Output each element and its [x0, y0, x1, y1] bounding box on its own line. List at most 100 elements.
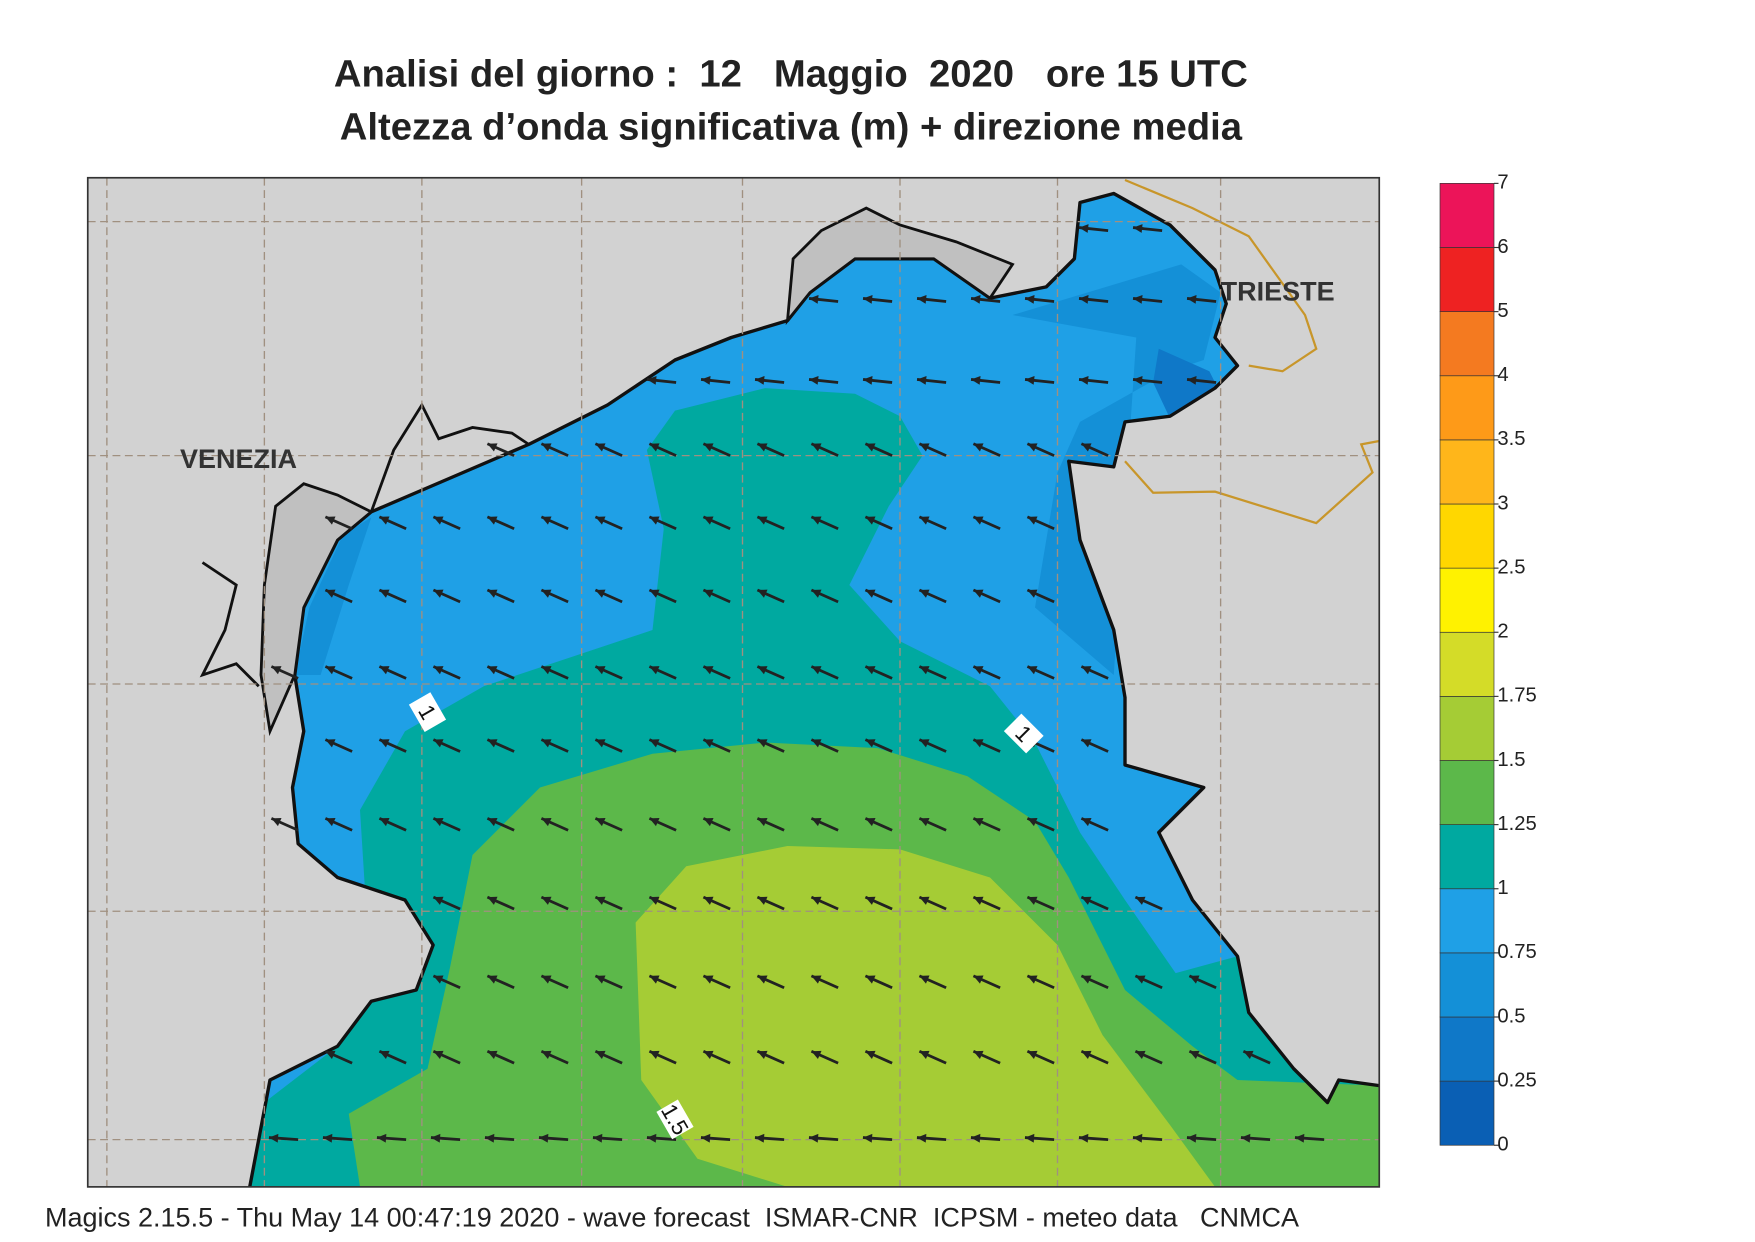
arrow-head — [919, 975, 930, 984]
arrow-head — [325, 589, 336, 598]
title-line-1: Analisi del giorno : 12 Maggio 2020 ore … — [334, 53, 1248, 96]
arrow-head — [701, 376, 711, 385]
colorbar-box — [1439, 631, 1495, 697]
colorbar-label: 0.25 — [1497, 1069, 1536, 1091]
arrow-head — [649, 896, 660, 905]
colorbar-label: 1.25 — [1497, 813, 1536, 835]
arrow — [702, 1049, 731, 1065]
map — [87, 177, 1380, 1187]
colorbar-box — [1439, 760, 1495, 825]
arrow-head — [649, 1050, 660, 1059]
arrow — [972, 895, 1001, 911]
arrow-head — [538, 1133, 549, 1143]
arrow-head — [865, 818, 876, 827]
arrow-head — [271, 818, 282, 827]
arrow — [432, 1049, 461, 1065]
arrow-head — [970, 1133, 981, 1143]
arrow-head — [595, 516, 606, 525]
grado-lagoon — [785, 206, 1015, 326]
colorbar-box — [1439, 503, 1495, 569]
arrow — [1188, 1049, 1217, 1065]
arrow — [756, 1049, 785, 1065]
arrow-head — [809, 376, 819, 385]
arrow — [756, 817, 785, 832]
arrow-head — [1027, 896, 1038, 905]
field-lime — [635, 846, 1215, 1187]
arrow — [864, 515, 893, 531]
arrow — [918, 1049, 947, 1065]
arrow-head — [484, 1133, 495, 1143]
arrow-head — [541, 589, 552, 598]
arrow-head — [433, 516, 444, 525]
arrow-head — [379, 516, 390, 525]
arrow — [1134, 1049, 1163, 1065]
arrow-head — [973, 739, 984, 748]
arrow-head — [1133, 224, 1143, 233]
arrow — [702, 515, 731, 531]
arrow — [486, 817, 515, 832]
arrow-head — [541, 818, 552, 827]
arrow-head — [809, 295, 819, 304]
arrow-head — [811, 589, 822, 598]
arrow — [378, 738, 407, 753]
arrow-head — [757, 1050, 768, 1059]
arrow-head — [1189, 1050, 1200, 1059]
arrow — [376, 1133, 407, 1143]
arrow — [594, 665, 623, 680]
arrow — [324, 817, 353, 832]
arrow-head — [919, 443, 930, 452]
arrow — [1026, 442, 1055, 457]
arrow — [918, 974, 947, 990]
arrow-head — [1187, 295, 1197, 304]
arrow-head — [646, 1133, 657, 1143]
arrow-head — [1081, 818, 1092, 827]
arrow — [1078, 224, 1109, 233]
arrow — [378, 588, 407, 604]
arrow-head — [1081, 975, 1092, 984]
arrow-head — [649, 589, 660, 598]
arrow-head — [811, 739, 822, 748]
arrow-head — [754, 1133, 765, 1143]
field-medium-blue-west — [294, 517, 372, 675]
arrow — [540, 515, 569, 531]
arrow — [972, 442, 1001, 457]
arrow — [810, 442, 839, 457]
arrow-head — [700, 1133, 711, 1143]
arrow-head — [487, 443, 498, 452]
arrow-head — [268, 1133, 279, 1143]
arrow-head — [973, 516, 984, 525]
arrow-head — [971, 376, 981, 385]
arrow — [864, 738, 893, 753]
arrow-head — [325, 818, 336, 827]
arrow — [324, 515, 353, 531]
arrow — [594, 895, 623, 911]
arrow-head — [973, 975, 984, 984]
arrow — [916, 1133, 947, 1143]
arrow — [1240, 1133, 1271, 1143]
arrow-head — [1027, 516, 1038, 525]
arrow-head — [973, 818, 984, 827]
arrow-head — [865, 589, 876, 598]
arrow-head — [757, 975, 768, 984]
arrow — [970, 295, 1001, 304]
arrow-head — [919, 516, 930, 525]
arrow — [756, 442, 785, 457]
arrow-head — [973, 666, 984, 675]
arrow — [970, 376, 1001, 385]
colorbar-label: 0.75 — [1497, 941, 1536, 963]
arrow-head — [757, 818, 768, 827]
arrow — [754, 1133, 785, 1143]
arrow-head — [755, 376, 765, 385]
title-line-2: Altezza d’onda significativa (m) + direz… — [340, 106, 1243, 149]
arrow — [702, 588, 731, 604]
arrow — [1132, 224, 1163, 233]
arrow — [1078, 1133, 1109, 1143]
arrow-head — [703, 589, 714, 598]
arrow — [540, 738, 569, 753]
arrow-head — [541, 516, 552, 525]
arrow-head — [325, 666, 336, 675]
arrow — [1026, 817, 1055, 832]
arrow — [322, 1133, 353, 1143]
arrow — [700, 1133, 731, 1143]
arrow — [486, 895, 515, 911]
